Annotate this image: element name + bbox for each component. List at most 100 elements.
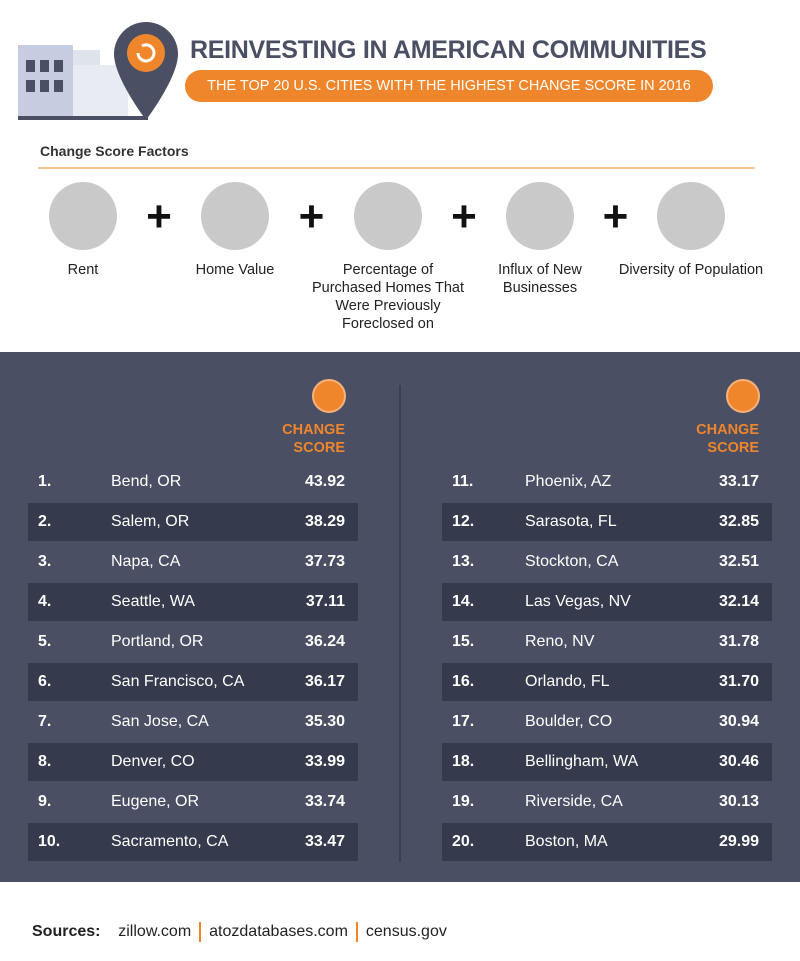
table-row: 17. Boulder, CO 30.94 xyxy=(442,703,772,741)
source: census.gov xyxy=(365,923,447,941)
score: 36.24 xyxy=(304,633,345,650)
factor-icon xyxy=(201,182,269,250)
score: 37.11 xyxy=(305,593,345,610)
city: Stockton, CA xyxy=(525,553,619,570)
score: 30.46 xyxy=(718,753,759,770)
table-row: 16. Orlando, FL 31.70 xyxy=(442,663,772,701)
score-header: CHANGE SCORE xyxy=(696,422,759,456)
table-row: 14. Las Vegas, NV 32.14 xyxy=(442,583,772,621)
header-illustration xyxy=(18,22,178,120)
rank: 10. xyxy=(38,833,61,850)
divider-line xyxy=(38,167,755,169)
score: 33.17 xyxy=(718,473,759,490)
rank: 18. xyxy=(452,753,475,770)
factor-label: Percentage of Purchased Homes That Were … xyxy=(311,262,465,332)
rank: 14. xyxy=(452,593,475,610)
table-row: 20. Boston, MA 29.99 xyxy=(442,823,772,861)
city: Sarasota, FL xyxy=(525,513,617,530)
plus-sign: + xyxy=(451,192,477,241)
score: 32.85 xyxy=(718,513,759,530)
city: Portland, OR xyxy=(111,633,204,650)
factor-label: Home Value xyxy=(195,262,275,278)
rank: 5. xyxy=(38,633,52,650)
score: 31.70 xyxy=(718,673,759,690)
column-divider xyxy=(399,385,401,862)
score: 30.94 xyxy=(718,713,759,730)
city: Salem, OR xyxy=(111,513,190,530)
table-row: 13. Stockton, CA 32.51 xyxy=(442,543,772,581)
city: San Jose, CA xyxy=(111,713,209,730)
separator xyxy=(199,922,202,942)
city: Phoenix, AZ xyxy=(525,473,612,490)
score: 31.78 xyxy=(718,633,759,650)
score-icon xyxy=(726,379,760,413)
score: 30.13 xyxy=(718,793,759,810)
score: 43.92 xyxy=(304,473,345,490)
plus-sign: + xyxy=(602,192,629,241)
city: Orlando, FL xyxy=(525,673,610,690)
score: 32.14 xyxy=(718,593,759,610)
city: Riverside, CA xyxy=(525,793,623,810)
source: zillow.com xyxy=(118,923,192,941)
table-row: 9. Eugene, OR 33.74 xyxy=(28,783,358,821)
score: 32.51 xyxy=(718,553,759,570)
city: Napa, CA xyxy=(111,553,181,570)
plus-sign: + xyxy=(146,192,172,241)
factors-heading: Change Score Factors xyxy=(40,143,189,159)
table-row: 11. Phoenix, AZ 33.17 xyxy=(442,463,772,501)
factor-label: Rent xyxy=(67,262,99,278)
rank: 11. xyxy=(452,473,474,490)
rank: 20. xyxy=(452,833,475,850)
rank: 12. xyxy=(452,513,475,530)
table-row: 5. Portland, OR 36.24 xyxy=(28,623,358,661)
rank: 2. xyxy=(38,513,52,530)
city: Seattle, WA xyxy=(111,593,195,610)
table-row: 7. San Jose, CA 35.30 xyxy=(28,703,358,741)
score-header: CHANGE SCORE xyxy=(282,422,345,456)
city: San Francisco, CA xyxy=(111,673,245,690)
city: Las Vegas, NV xyxy=(525,593,631,610)
subtitle: THE TOP 20 U.S. CITIES WITH THE HIGHEST … xyxy=(185,70,713,102)
separator xyxy=(355,922,358,942)
city: Bend, OR xyxy=(111,473,182,490)
table-row: 2. Salem, OR 38.29 xyxy=(28,503,358,541)
plus-sign: + xyxy=(298,192,325,241)
score: 38.29 xyxy=(304,513,345,530)
rank: 4. xyxy=(38,593,52,610)
rank: 19. xyxy=(452,793,475,810)
rank: 17. xyxy=(452,713,475,730)
city: Boulder, CO xyxy=(525,713,613,730)
rank: 7. xyxy=(38,713,52,730)
factor-icon xyxy=(657,182,725,250)
table-row: 4. Seattle, WA 37.11 xyxy=(28,583,358,621)
factor-icon xyxy=(49,182,117,250)
rank: 13. xyxy=(452,553,475,570)
score: 29.99 xyxy=(718,833,759,850)
score: 33.74 xyxy=(304,793,345,810)
source: atozdatabases.com xyxy=(209,923,348,941)
title: REINVESTING IN AMERICAN COMMUNITIES xyxy=(190,36,707,64)
table-row: 3. Napa, CA 37.73 xyxy=(28,543,358,581)
table-row: 10. Sacramento, CA 33.47 xyxy=(28,823,358,861)
table-row: 8. Denver, CO 33.99 xyxy=(28,743,358,781)
score: 37.73 xyxy=(304,553,345,570)
score: 35.30 xyxy=(304,713,345,730)
sources-label: Sources: xyxy=(32,923,101,941)
factor-icon xyxy=(354,182,422,250)
table-row: 1. Bend, OR 43.92 xyxy=(28,463,358,501)
rank: 1. xyxy=(38,473,52,490)
rank: 6. xyxy=(38,673,52,690)
rank: 3. xyxy=(38,553,52,570)
city: Boston, MA xyxy=(525,833,608,850)
city: Bellingham, WA xyxy=(525,753,639,770)
table-row: 19. Riverside, CA 30.13 xyxy=(442,783,772,821)
city: Eugene, OR xyxy=(111,793,200,810)
city: Denver, CO xyxy=(111,753,195,770)
city: Sacramento, CA xyxy=(111,833,229,850)
score: 36.17 xyxy=(304,673,345,690)
score: 33.47 xyxy=(304,833,345,850)
factor-icon xyxy=(506,182,574,250)
table-row: 6. San Francisco, CA 36.17 xyxy=(28,663,358,701)
rank: 16. xyxy=(452,673,475,690)
